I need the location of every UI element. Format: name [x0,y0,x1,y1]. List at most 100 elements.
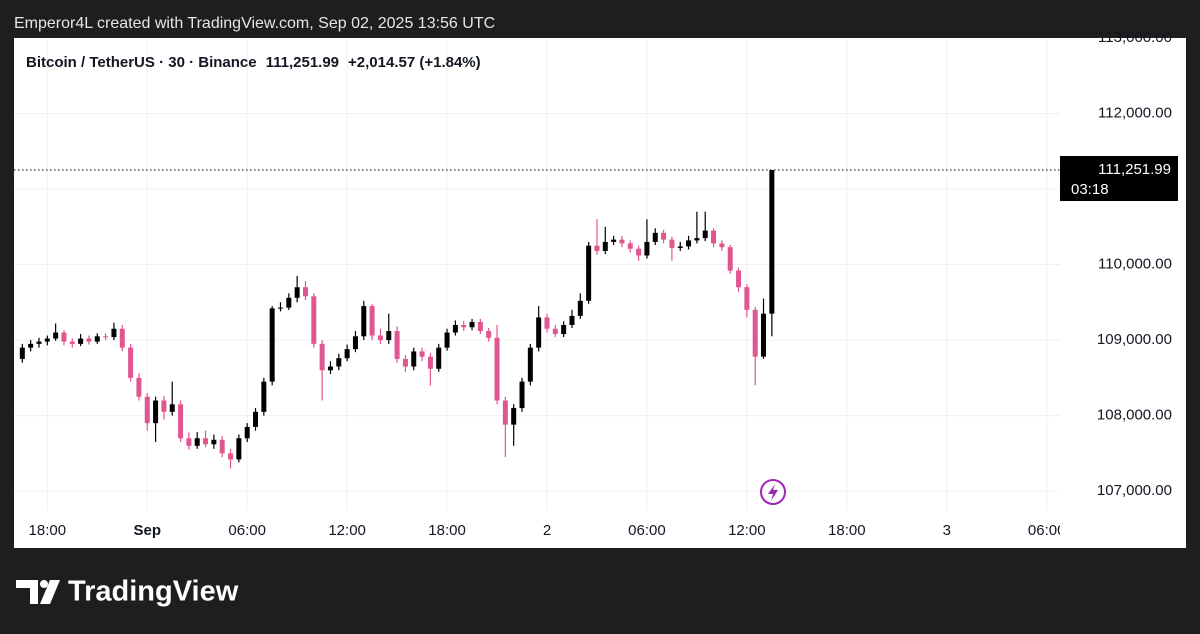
y-tick-label: 113,000.00 [1098,29,1172,46]
candle-body [719,243,725,248]
candle-body [319,343,325,371]
candle-body [386,331,392,341]
candle-body [652,232,658,242]
candle-body [527,347,533,382]
candle-body [411,351,417,367]
candle-body [128,347,134,378]
candle-body [19,347,25,359]
candle-body [53,332,59,339]
x-tick-label: 12:00 [728,522,766,539]
candle-body [486,331,492,338]
header-text: Emperor4L created with TradingView.com, … [14,15,495,32]
candle-body [494,337,500,401]
y-tick-label: 110,000.00 [1098,256,1172,273]
candle-body [769,170,775,314]
candle-body [702,230,708,239]
candle-body [444,332,450,348]
candle-body [44,338,50,342]
candle-body [619,239,625,244]
candle-body [452,324,458,333]
candle-body [752,309,758,357]
candle-body [169,404,175,412]
candle-body [244,426,250,439]
candle-body [186,438,192,446]
candle-body [153,400,159,424]
candle-body [552,328,558,335]
candle-body [594,245,600,251]
x-tick-label: 12:00 [328,522,366,539]
brand-name: TradingView [68,576,239,608]
candle-body [519,381,525,409]
candle-body [78,338,84,344]
axes: 107,000.00 108,000.00 109,000.00 110,000.00… [14,29,1178,539]
candle-body [477,321,483,332]
x-tick-label: 18:00 [428,522,466,539]
candle-body [161,400,167,412]
candle-body [136,377,142,397]
alert-icon [760,479,786,505]
candle-body [727,247,733,271]
x-tick-label: 3 [943,522,951,539]
candle-body [119,328,125,348]
candle-body [736,270,742,288]
candle-body [211,439,217,445]
candle-body [86,338,92,342]
candle-body [178,404,184,439]
candle-body [586,245,592,301]
x-tick-label: 06:00 [628,522,666,539]
candle-body [577,300,583,316]
candle-body [611,239,617,242]
countdown-label: 03:18 [1071,181,1109,198]
candle-body [569,315,575,325]
candle-body [203,438,209,445]
x-tick-label: 06:00 [228,522,266,539]
candle-body [402,358,408,367]
candle-body [644,241,650,256]
candle-body [661,232,667,240]
candle-body [69,341,75,344]
candle-body [336,358,342,367]
candle-body [269,308,275,382]
candle-body [352,336,358,350]
candle-body [394,331,400,359]
candle-body [61,332,67,342]
candle-body [277,307,283,309]
candle-body [744,287,750,310]
x-tick-label: Sep [133,522,161,539]
candle-body [327,366,333,371]
candle-body [253,411,259,427]
candle-body [602,241,608,251]
brand-logo [16,580,60,604]
y-tick-label: 107,000.00 [1097,482,1172,499]
legend-title: Bitcoin / TetherUS · 30 · Binance [26,54,257,71]
legend-price: 111,251.99 [266,54,339,71]
candle-body [261,381,267,412]
candle-body [144,396,150,424]
y-tick-label: 109,000.00 [1097,331,1172,348]
candle-body [377,335,383,341]
candle-body [94,336,100,342]
candle-body [511,408,517,425]
x-tick-label: 18:00 [29,522,67,539]
candle-body [627,243,633,249]
candle-body [219,439,225,454]
candle-body [677,246,683,248]
legend-change: +2,014.57 (+1.84%) [348,54,481,71]
candle-body [103,336,109,338]
x-tick-label: 2 [543,522,551,539]
candle-body [36,341,42,344]
candle-body [427,356,433,369]
candle-body [544,317,550,329]
candle-body [694,238,700,241]
candle-body [228,453,234,460]
candle-body [502,400,508,425]
x-tick-label: 18:00 [828,522,866,539]
candle-body [311,296,317,344]
candles [19,170,775,469]
candle-body [469,321,475,328]
candle-body [436,347,442,369]
y-tick-label: 112,000.00 [1098,104,1172,121]
candle-body [536,317,542,348]
